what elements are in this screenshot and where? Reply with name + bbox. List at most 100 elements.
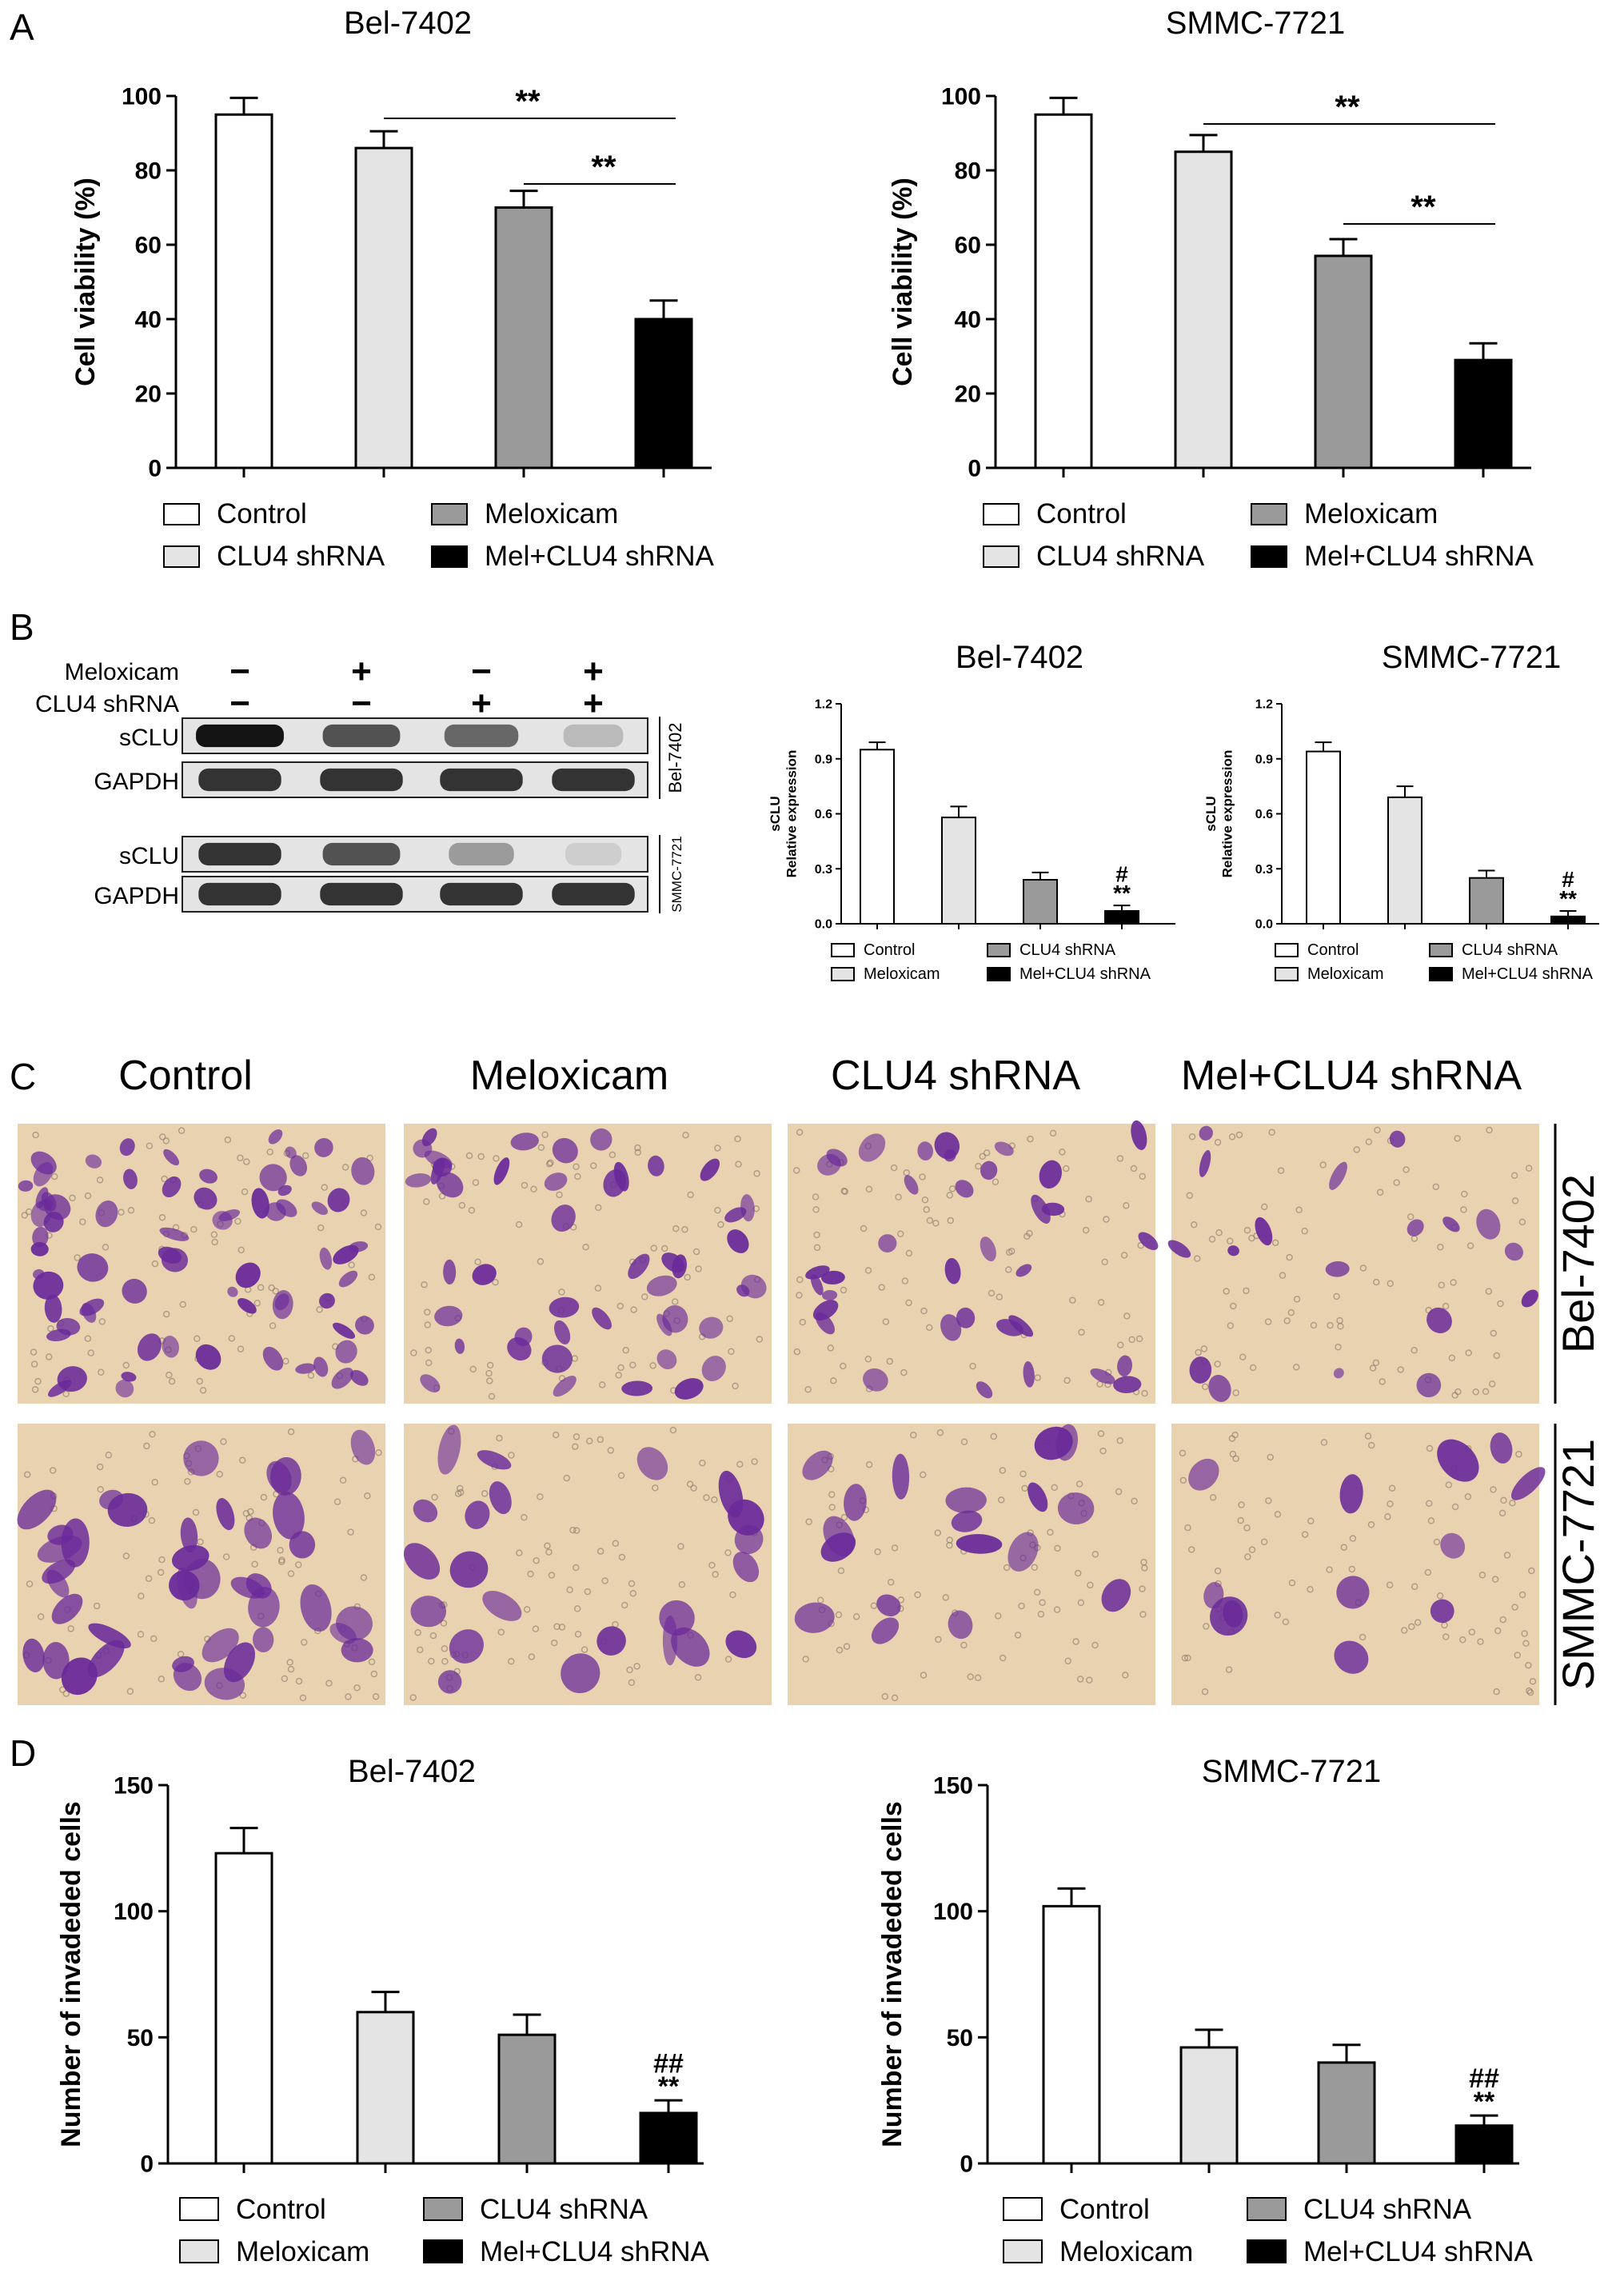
membrane-pore: [1488, 1380, 1496, 1388]
blot-cell-line-label: SMMC-7721: [669, 836, 684, 912]
membrane-pore: [1522, 1640, 1530, 1647]
membrane-pore: [1498, 1509, 1506, 1517]
membrane-pore: [920, 1307, 928, 1315]
membrane-pore: [598, 1381, 606, 1388]
stained-cell: [237, 1298, 257, 1314]
stained-cell: [273, 1492, 305, 1540]
membrane-pore: [1432, 1183, 1440, 1191]
membrane-pore: [295, 1677, 303, 1685]
stained-cell: [996, 1319, 1023, 1336]
significance-mark: **: [1474, 2087, 1495, 2117]
membrane-pore: [287, 1428, 295, 1436]
stained-cell: [1227, 1245, 1239, 1256]
membrane-pore: [1101, 1258, 1108, 1266]
membrane-pore: [1005, 1266, 1012, 1273]
stained-cell: [590, 1128, 612, 1151]
stained-cell: [1440, 1532, 1466, 1559]
y-axis-label: Cell viability (%): [888, 178, 918, 386]
membrane-pore: [84, 1335, 92, 1342]
membrane-pore: [1235, 1131, 1243, 1139]
membrane-pore: [137, 1631, 145, 1638]
y-tick-label: 1.2: [815, 698, 832, 712]
membrane-pore: [1082, 1226, 1090, 1234]
membrane-background: [788, 1424, 1155, 1705]
legend-label: Mel+CLU4 shRNA: [1304, 541, 1534, 572]
membrane-pore: [687, 1191, 694, 1199]
membrane-pore: [724, 1656, 732, 1663]
membrane-pore: [1464, 1493, 1472, 1500]
membrane-pore: [321, 1184, 328, 1191]
membrane-pore: [1051, 1484, 1059, 1492]
legend-label: CLU4 shRNA: [217, 541, 385, 572]
membrane-pore: [1059, 1148, 1066, 1156]
membrane-pore: [756, 1336, 764, 1343]
membrane-pore: [69, 1194, 76, 1202]
membrane-pore: [1228, 1435, 1236, 1442]
membrane-pore: [216, 1470, 223, 1478]
stained-cell: [876, 1594, 901, 1616]
blot-row-label: GAPDH: [94, 769, 179, 795]
membrane-pore: [974, 1674, 982, 1682]
bar: [1104, 909, 1139, 925]
membrane-pore: [1087, 1581, 1094, 1589]
bar: [356, 2011, 415, 2165]
stained-cell: [740, 1194, 755, 1222]
membrane-pore: [414, 1628, 421, 1636]
stained-cell: [169, 1570, 200, 1601]
blot-band: [198, 768, 281, 792]
stained-cell: [266, 1460, 292, 1493]
membrane-pore: [905, 1249, 913, 1257]
stained-cell: [99, 1489, 124, 1510]
membrane-pore: [530, 1185, 537, 1193]
membrane-pore: [234, 1217, 241, 1225]
stained-cell: [77, 1253, 109, 1282]
membrane-pore: [37, 1613, 45, 1620]
membrane-pore: [1116, 1155, 1124, 1162]
y-axis-label-line: sCLU: [768, 796, 783, 831]
bar: [1314, 254, 1373, 469]
stained-cell: [33, 1162, 54, 1187]
membrane-pore: [1295, 1206, 1303, 1214]
chart-title: SMMC-7721: [1202, 1754, 1382, 1789]
blot-band: [196, 724, 284, 748]
stained-cell: [956, 1307, 976, 1328]
membrane-pore: [348, 1261, 355, 1268]
membrane-pore: [537, 1493, 544, 1500]
stained-cell: [355, 1316, 374, 1335]
membrane-pore: [1287, 1308, 1295, 1316]
membrane-pore: [1388, 1484, 1396, 1492]
membrane-pore: [300, 1639, 308, 1646]
stained-cell: [46, 1328, 71, 1342]
stained-cell: [1027, 1482, 1048, 1512]
membrane-pore: [277, 1547, 284, 1554]
membrane-pore: [690, 1484, 697, 1492]
legend-label: Control: [1307, 941, 1359, 959]
stained-cell: [482, 1591, 522, 1621]
membrane-pore: [1403, 1166, 1410, 1173]
significance-mark: #: [1115, 861, 1128, 886]
membrane-pore: [1086, 1676, 1093, 1684]
stained-cell: [976, 1381, 993, 1399]
membrane-pore: [900, 1368, 908, 1376]
legend-label: Meloxicam: [1307, 965, 1384, 983]
membrane-pore: [1223, 1288, 1230, 1295]
stained-cell: [994, 1141, 1014, 1156]
membrane-pore: [891, 1544, 899, 1552]
membrane-pore: [537, 1258, 545, 1265]
membrane-pore: [1286, 1253, 1293, 1261]
membrane-pore: [1408, 1623, 1415, 1631]
membrane-pore: [1031, 1564, 1039, 1572]
membrane-pore: [429, 1632, 437, 1640]
membrane-pore: [692, 1248, 700, 1256]
legend-swatch: [179, 2239, 219, 2263]
membrane-pore: [934, 1529, 942, 1536]
membrane-pore: [197, 1538, 204, 1546]
membrane-background: [788, 1124, 1155, 1404]
membrane-pore: [682, 1131, 689, 1139]
y-tick-label: 100: [114, 1899, 154, 1925]
y-tick-label: 0: [968, 456, 981, 482]
y-axis-label: Number of invadeded cells: [56, 1801, 86, 2147]
membrane-pore: [1099, 1447, 1107, 1455]
membrane-pore: [118, 1208, 125, 1216]
membrane-pore: [1442, 1633, 1450, 1640]
